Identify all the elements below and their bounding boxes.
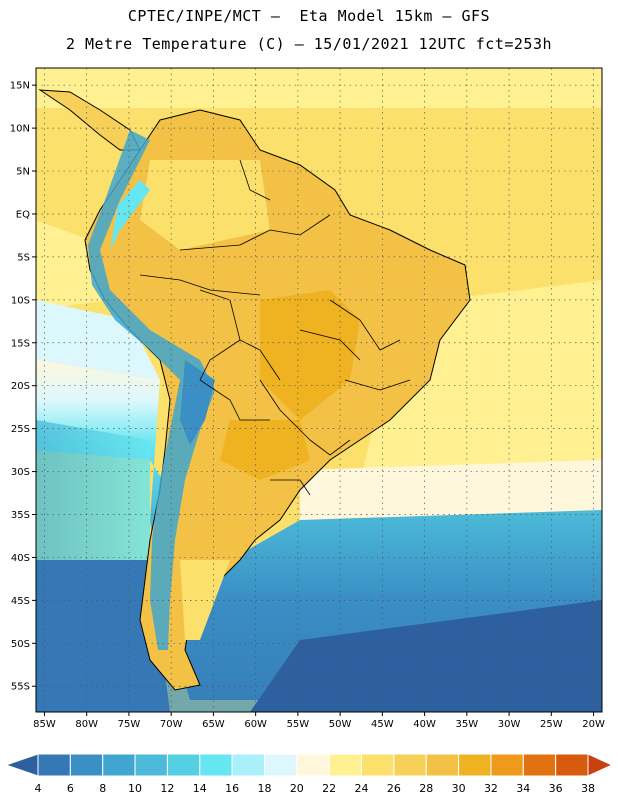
lon-label: 60W (244, 719, 267, 730)
lon-label: 65W (202, 719, 225, 730)
lon-label: 85W (33, 719, 56, 730)
legend-value-label: 18 (257, 782, 271, 795)
legend-color-box (69, 753, 104, 777)
legend-color-box (490, 753, 524, 777)
lat-label: 5N (16, 167, 30, 178)
legend-value-label: 30 (452, 782, 466, 795)
legend-value-label: 8 (99, 782, 106, 795)
longitude-labels: 85W 80W 75W 70W 65W 60W 55W 50W 45W 40W 35W 30W 25W 2… (33, 719, 605, 730)
legend-color-box (199, 753, 233, 777)
lon-label: 80W (75, 719, 98, 730)
lat-label: 10N (10, 124, 30, 135)
legend-color-box (393, 753, 427, 777)
lat-label: 35S (11, 510, 30, 521)
map-frame (35, 67, 603, 713)
legend-value-label: 32 (484, 782, 498, 795)
lat-label: 15S (11, 338, 30, 349)
temperature-map: 15N 10N 5N EQ 5S 10S 15S 20S 25S 30S 35S 40S 45S 50S 5… (10, 67, 605, 730)
lon-label: 35W (456, 719, 479, 730)
legend-value-label: 6 (67, 782, 74, 795)
lon-label: 30W (498, 719, 521, 730)
lat-label: 40S (11, 553, 30, 564)
lat-label: 10S (11, 295, 30, 306)
lat-label: EQ (16, 209, 30, 220)
legend-value-label: 10 (128, 782, 142, 795)
legend-color-box (361, 753, 395, 777)
legend-arrow-low (4, 753, 39, 777)
lat-label: 5S (17, 252, 30, 263)
legend-value-label: 26 (387, 782, 401, 795)
lat-label: 30S (11, 467, 30, 478)
legend-value-label: 14 (193, 782, 207, 795)
legend-color-box (166, 753, 201, 777)
lat-label: 45S (11, 596, 30, 607)
legend-color-box (425, 753, 460, 777)
title-line-2: 2 Metre Temperature (C) – 15/01/2021 12U… (65, 35, 553, 53)
legend-value-label: 12 (160, 782, 174, 795)
lon-label: 40W (413, 719, 436, 730)
title-line-1: CPTEC/INPE/MCT – Eta Model 15km – GFS (127, 7, 491, 25)
legend-color-box (328, 753, 363, 777)
legend-color-box (102, 753, 136, 777)
legend-color-box (231, 753, 265, 777)
color-legend: 4 6 8 10 12 14 16 18 20 22 24 26 28 30 32 34 36 38 (4, 753, 614, 795)
lat-label: 50S (11, 639, 30, 650)
lat-label: 20S (11, 381, 30, 392)
lon-label: 70W (160, 719, 183, 730)
legend-value-label: 34 (516, 782, 530, 795)
legend-color-box (296, 753, 330, 777)
legend-color-box (263, 753, 298, 777)
legend-color-box (37, 753, 71, 777)
legend-value-label: 36 (549, 782, 563, 795)
legend-value-label: 4 (35, 782, 42, 795)
legend-value-label: 22 (322, 782, 336, 795)
legend-value-label: 16 (225, 782, 239, 795)
lon-label: 45W (371, 719, 394, 730)
legend-value-label: 38 (581, 782, 595, 795)
lat-label: 15N (10, 81, 30, 92)
lon-label: 25W (540, 719, 563, 730)
lon-label: 50W (329, 719, 352, 730)
legend-value-label: 24 (355, 782, 369, 795)
legend-value-label: 28 (419, 782, 433, 795)
legend-color-box (458, 753, 492, 777)
lat-label: 55S (11, 682, 30, 693)
latitude-labels: 15N 10N 5N EQ 5S 10S 15S 20S 25S 30S 35S 40S 45S 50S 5… (10, 81, 30, 693)
legend-color-box (522, 753, 557, 777)
legend-color-box (555, 753, 589, 777)
map-grid (32, 68, 602, 716)
lon-label: 20W (582, 719, 605, 730)
lat-label: 25S (11, 424, 30, 435)
legend-color-box (134, 753, 168, 777)
lon-label: 55W (287, 719, 310, 730)
lon-label: 75W (118, 719, 141, 730)
legend-arrow-high (587, 753, 614, 777)
legend-value-label: 20 (290, 782, 304, 795)
